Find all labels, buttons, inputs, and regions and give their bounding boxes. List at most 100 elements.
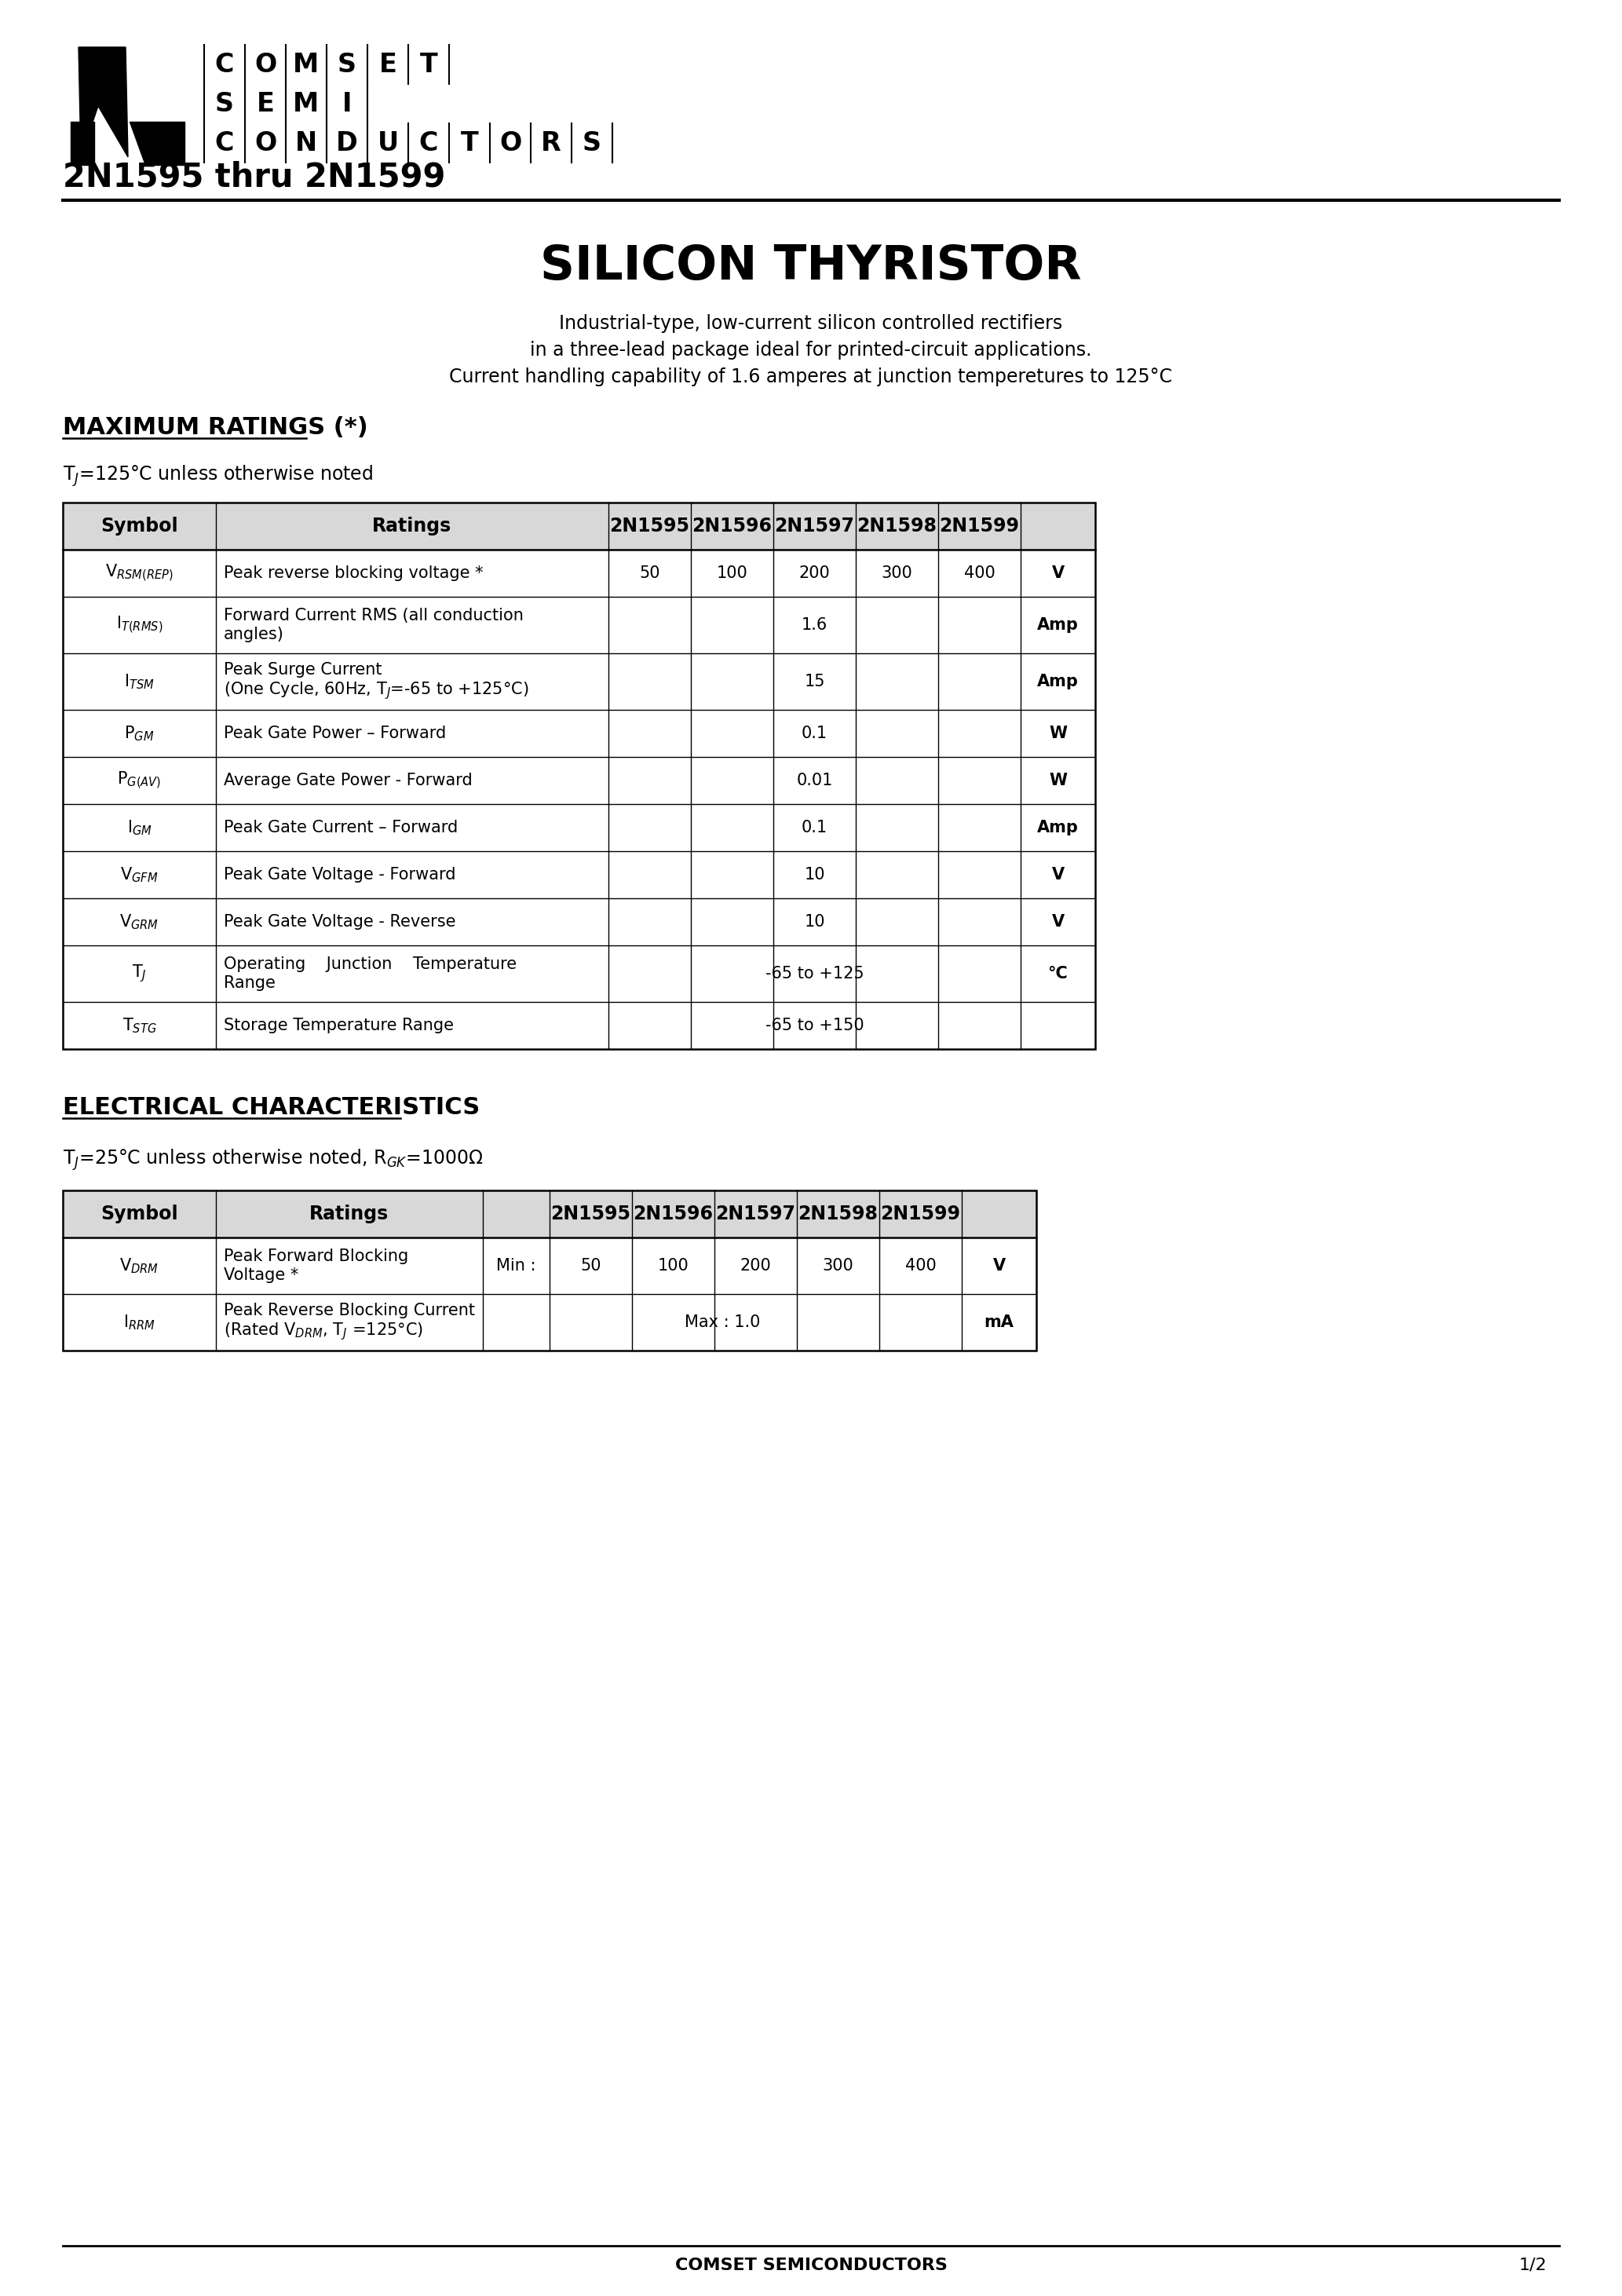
Text: 2N1597: 2N1597	[715, 1205, 796, 1224]
Bar	[63, 1189, 1036, 1238]
Text: I: I	[342, 92, 352, 117]
Text: C: C	[418, 131, 438, 156]
Text: W: W	[1049, 726, 1067, 742]
Text: Amp: Amp	[1036, 618, 1079, 634]
Text: SILICON THYRISTOR: SILICON THYRISTOR	[540, 243, 1082, 289]
Bar	[63, 1295, 1036, 1350]
Text: Symbol: Symbol	[101, 517, 178, 535]
Bar	[63, 654, 1095, 709]
Bar	[63, 946, 1095, 1001]
Text: W: W	[1049, 774, 1067, 788]
Text: 300: 300	[822, 1258, 853, 1274]
Bar	[63, 709, 1095, 758]
Text: 1/2: 1/2	[1518, 2257, 1547, 2273]
Polygon shape	[78, 48, 128, 156]
Text: 200: 200	[800, 565, 830, 581]
Bar	[63, 1189, 1036, 1350]
Text: O: O	[255, 131, 276, 156]
Text: 1.6: 1.6	[801, 618, 827, 634]
Text: O: O	[255, 51, 276, 78]
Bar	[63, 852, 1095, 898]
Text: 2N1596: 2N1596	[633, 1205, 714, 1224]
Text: Peak reverse blocking voltage *: Peak reverse blocking voltage *	[224, 565, 483, 581]
Text: ELECTRICAL CHARACTERISTICS: ELECTRICAL CHARACTERISTICS	[63, 1095, 480, 1118]
Text: Peak Reverse Blocking Current
(Rated V$_{DRM}$, T$_J$ =125°C): Peak Reverse Blocking Current (Rated V$_…	[224, 1302, 475, 1343]
Polygon shape	[130, 122, 185, 165]
Text: Ratings: Ratings	[373, 517, 453, 535]
Text: V$_{DRM}$: V$_{DRM}$	[120, 1256, 159, 1274]
Text: COMSET SEMICONDUCTORS: COMSET SEMICONDUCTORS	[675, 2257, 947, 2273]
Bar	[63, 804, 1095, 852]
Text: 50: 50	[639, 565, 660, 581]
Text: T$_J$: T$_J$	[131, 962, 146, 985]
Text: 2N1599: 2N1599	[881, 1205, 960, 1224]
Text: E: E	[380, 51, 397, 78]
Text: Peak Gate Power – Forward: Peak Gate Power – Forward	[224, 726, 446, 742]
Text: I$_{TSM}$: I$_{TSM}$	[125, 673, 154, 691]
Text: U: U	[378, 131, 399, 156]
Text: C: C	[216, 51, 234, 78]
Text: 200: 200	[740, 1258, 770, 1274]
Text: Amp: Amp	[1036, 673, 1079, 689]
Text: 10: 10	[805, 914, 826, 930]
Text: 0.01: 0.01	[796, 774, 832, 788]
Text: 400: 400	[905, 1258, 936, 1274]
Text: 2N1596: 2N1596	[693, 517, 772, 535]
Text: 2N1597: 2N1597	[774, 517, 855, 535]
Text: Ratings: Ratings	[310, 1205, 389, 1224]
Text: Amp: Amp	[1036, 820, 1079, 836]
Text: O: O	[500, 131, 521, 156]
Text: Peak Gate Voltage - Forward: Peak Gate Voltage - Forward	[224, 868, 456, 882]
Text: -65 to +125: -65 to +125	[766, 967, 865, 980]
Text: Peak Gate Voltage - Reverse: Peak Gate Voltage - Reverse	[224, 914, 456, 930]
Text: I$_{RRM}$: I$_{RRM}$	[123, 1313, 156, 1332]
Text: Symbol: Symbol	[101, 1205, 178, 1224]
Text: C: C	[216, 131, 234, 156]
Text: 2N1595: 2N1595	[551, 1205, 631, 1224]
Text: 0.1: 0.1	[801, 726, 827, 742]
Text: Peak Surge Current
(One Cycle, 60Hz, T$_J$=-65 to +125°C): Peak Surge Current (One Cycle, 60Hz, T$_…	[224, 661, 529, 700]
Text: Current handling capability of 1.6 amperes at junction temperetures to 125°C: Current handling capability of 1.6 amper…	[449, 367, 1173, 386]
Text: MAXIMUM RATINGS (*): MAXIMUM RATINGS (*)	[63, 416, 368, 439]
Text: 100: 100	[657, 1258, 689, 1274]
Text: Storage Temperature Range: Storage Temperature Range	[224, 1017, 454, 1033]
Text: Forward Current RMS (all conduction
angles): Forward Current RMS (all conduction angl…	[224, 608, 524, 643]
Bar	[63, 758, 1095, 804]
Text: V: V	[993, 1258, 1006, 1274]
Text: P$_{G(AV)}$: P$_{G(AV)}$	[117, 769, 162, 790]
Text: °C: °C	[1048, 967, 1067, 980]
Text: Peak Forward Blocking
Voltage *: Peak Forward Blocking Voltage *	[224, 1249, 409, 1283]
Text: Peak Gate Current – Forward: Peak Gate Current – Forward	[224, 820, 457, 836]
Text: S: S	[337, 51, 357, 78]
Text: T: T	[420, 51, 438, 78]
Text: 2N1598: 2N1598	[798, 1205, 878, 1224]
Text: 2N1595: 2N1595	[610, 517, 689, 535]
Text: S: S	[216, 92, 234, 117]
Text: 2N1595 thru 2N1599: 2N1595 thru 2N1599	[63, 161, 446, 193]
Text: 2N1598: 2N1598	[856, 517, 938, 535]
Text: 2N1599: 2N1599	[939, 517, 1020, 535]
Text: R: R	[542, 131, 561, 156]
Text: Max : 1.0: Max : 1.0	[684, 1316, 761, 1329]
Text: 10: 10	[805, 868, 826, 882]
Text: V$_{GRM}$: V$_{GRM}$	[120, 912, 159, 932]
Bar	[63, 1238, 1036, 1295]
Bar	[63, 549, 1095, 597]
Text: 15: 15	[805, 673, 826, 689]
Text: V: V	[1051, 565, 1064, 581]
Text: I$_{T(RMS)}$: I$_{T(RMS)}$	[117, 615, 162, 636]
Bar	[63, 503, 1095, 549]
Text: Industrial-type, low-current silicon controlled rectifiers: Industrial-type, low-current silicon con…	[560, 315, 1062, 333]
Text: M: M	[294, 51, 320, 78]
Bar	[63, 1001, 1095, 1049]
Text: V$_{GFM}$: V$_{GFM}$	[120, 866, 159, 884]
Text: Average Gate Power - Forward: Average Gate Power - Forward	[224, 774, 472, 788]
Text: N: N	[295, 131, 318, 156]
Text: T$_J$=25°C unless otherwise noted, R$_{GK}$=1000$\Omega$: T$_J$=25°C unless otherwise noted, R$_{G…	[63, 1148, 483, 1171]
Polygon shape	[71, 122, 94, 165]
Text: in a three-lead package ideal for printed-circuit applications.: in a three-lead package ideal for printe…	[530, 340, 1092, 360]
Text: 400: 400	[963, 565, 994, 581]
Text: V: V	[1051, 868, 1064, 882]
Text: 0.1: 0.1	[801, 820, 827, 836]
Text: 50: 50	[581, 1258, 602, 1274]
